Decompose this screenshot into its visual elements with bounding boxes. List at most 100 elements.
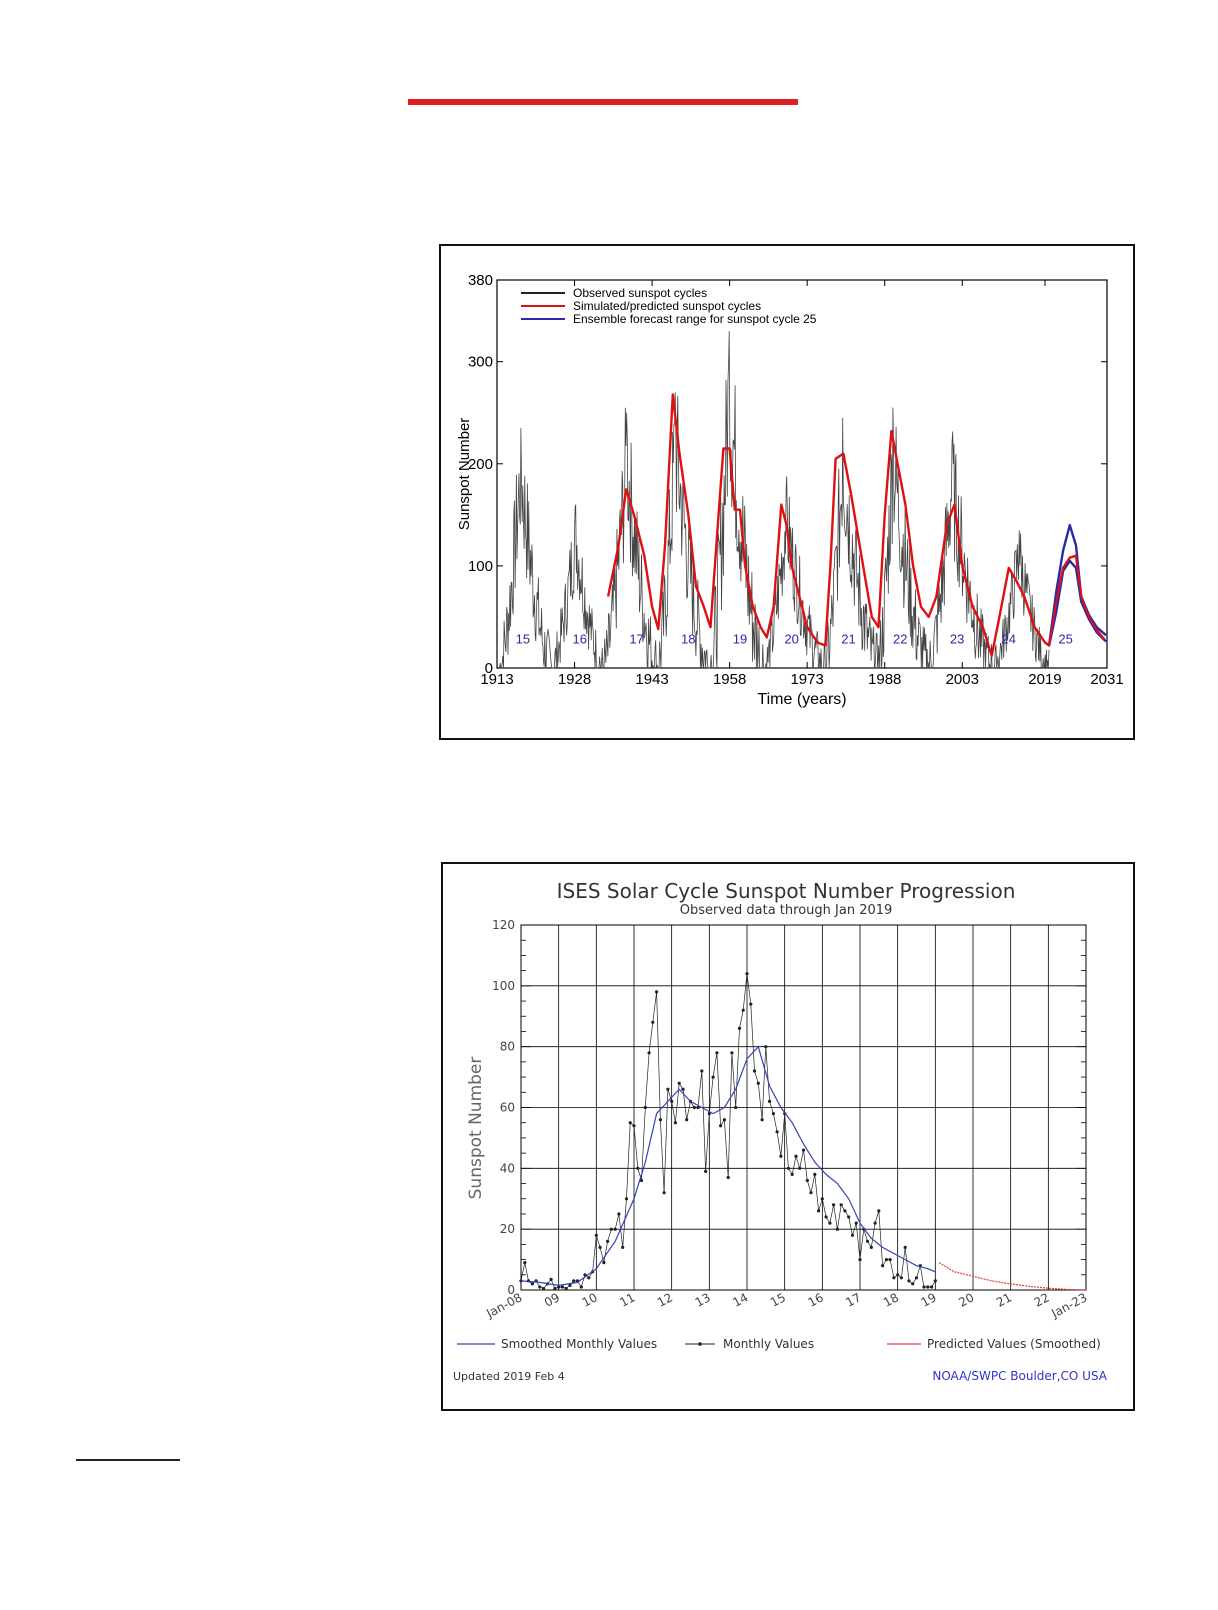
monthly-point [749,1002,753,1006]
monthly-point [926,1285,930,1289]
x-tick-label: 13 [693,1290,713,1310]
monthly-point [685,1118,689,1122]
monthly-point [775,1130,779,1134]
x-tick-label: 09 [542,1290,562,1310]
monthly-point [568,1283,572,1287]
monthly-point [858,1258,862,1262]
x-tick-label: 18 [881,1290,901,1310]
monthly-point [764,1045,768,1049]
monthly-point [801,1148,806,1152]
monthly-point [692,1105,696,1110]
monthly-point [647,1051,651,1055]
y-tick-label: 100 [468,558,493,575]
y-tick-label: 0 [485,660,493,677]
x-tick-label: 22 [1032,1290,1052,1310]
monthly-point [832,1203,836,1207]
x-tick-label: 14 [730,1290,750,1310]
monthly-point [557,1285,561,1289]
x-tick-label: 1943 [635,671,668,688]
chart2-updated-note: Updated 2019 Feb 4 [453,1370,565,1383]
monthly-point [847,1215,851,1219]
monthly-point [670,1099,674,1103]
monthly-point [719,1124,723,1128]
cycle-label: 24 [1002,631,1016,646]
cycle-label: 20 [784,631,798,646]
x-tick-label: 1988 [868,671,901,688]
monthly-point [835,1227,839,1231]
monthly-point [903,1245,907,1249]
monthly-point [583,1273,587,1277]
monthly-point [911,1282,915,1286]
chart2-title: ISES Solar Cycle Sunspot Number Progress… [557,879,1016,903]
ises-progression-chart: ISES Solar Cycle Sunspot Number Progress… [453,879,1108,1383]
monthly-point [922,1285,926,1289]
monthly-point [824,1215,828,1219]
monthly-point [768,1099,772,1103]
cycle-label: 19 [733,631,747,646]
monthly-point [704,1169,708,1173]
monthly-point [549,1277,553,1281]
x-tick-label: 2019 [1028,671,1061,688]
monthly-point [655,990,659,994]
monthly-point [628,1121,632,1125]
monthly-point [530,1282,534,1286]
cycle-label: 17 [629,631,643,646]
y-tick-label: 80 [500,1040,515,1054]
predicted-series-line [938,1262,1087,1291]
cycle-label: 22 [893,631,907,646]
monthly-point [598,1245,602,1249]
x-tick-label: 1973 [790,671,823,688]
monthly-point [715,1051,719,1055]
monthly-point [523,1261,527,1265]
chart1-x-axis-label: Time (years) [757,691,846,708]
x-tick-label: 2031 [1090,671,1123,688]
monthly-point [666,1087,670,1091]
monthly-point [839,1203,843,1207]
monthly-point [730,1051,734,1055]
x-tick-label: 12 [655,1290,675,1310]
monthly-point [606,1239,610,1243]
monthly-point [734,1105,738,1110]
cycle-label: 16 [572,631,586,646]
monthly-point [609,1227,613,1231]
x-tick-label: 15 [768,1290,788,1310]
monthly-point [907,1279,911,1283]
monthly-point [632,1124,636,1128]
cycle-label: 25 [1058,631,1072,646]
x-tick-label: 20 [956,1290,976,1310]
monthly-point [877,1209,881,1213]
ises-progression-chart-panel: ISES Solar Cycle Sunspot Number Progress… [441,862,1135,1411]
monthly-point [892,1276,896,1280]
plot-area-border [496,279,1108,669]
monthly-point [813,1172,817,1176]
sunspot-cycles-chart: 1913 1928 1943 1958 1973 1988 2003 2019 20310100… [456,272,1124,708]
monthly-point [933,1279,937,1283]
simulated-cycle25-line [1048,554,1106,646]
monthly-point [794,1154,798,1158]
monthly-point [639,1178,644,1183]
y-tick-label: 0 [507,1283,515,1297]
x-tick-label: Jan-23 [1048,1290,1089,1321]
y-tick-label: 40 [500,1161,515,1175]
monthly-point [820,1197,824,1201]
monthly-point [843,1209,847,1213]
monthly-point [752,1069,757,1073]
monthly-point [538,1285,542,1289]
monthly-point [677,1081,681,1085]
sunspot-cycles-chart-panel: 1913 1928 1943 1958 1973 1988 2003 2019 2031 0 100… [439,244,1135,740]
monthly-point [850,1233,855,1237]
chart2-subtitle: Observed data through Jan 2019 [680,903,893,918]
y-tick-label: 120 [492,918,515,932]
legend-label-predicted: Predicted Values (Smoothed) [927,1337,1101,1351]
monthly-point [817,1209,821,1213]
cycle-label: 21 [841,631,855,646]
cycle-label: 23 [950,631,964,646]
monthly-series-line [520,973,936,1289]
monthly-point [673,1121,677,1125]
monthly-point [707,1112,711,1116]
monthly-point [805,1178,809,1183]
monthly-point [602,1261,606,1265]
ensemble-upper-line [1047,523,1107,646]
monthly-point [617,1212,621,1216]
x-tick-label: 2003 [946,671,979,688]
